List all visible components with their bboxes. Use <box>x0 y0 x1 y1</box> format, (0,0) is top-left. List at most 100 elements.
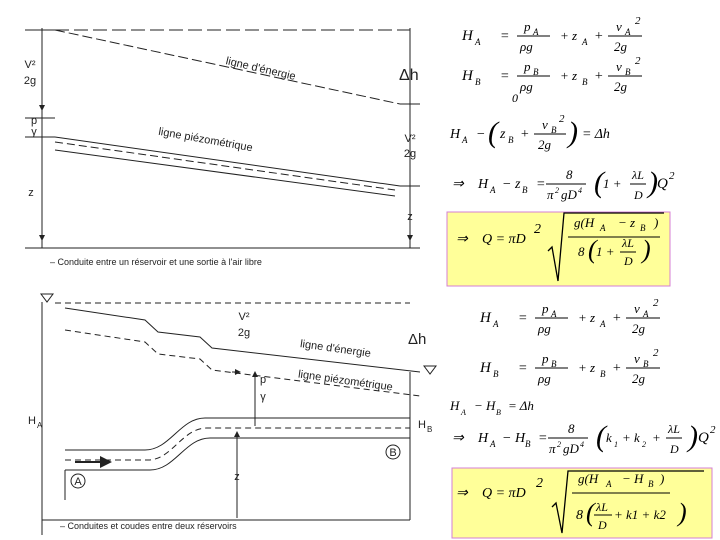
velocity-head-num: V² <box>405 133 416 145</box>
equation-term: 2 <box>635 15 641 27</box>
equation-term: D <box>597 518 607 532</box>
equation-term: = <box>518 361 527 376</box>
piezometric-line <box>54 136 401 187</box>
equation-term: B <box>551 359 557 369</box>
equation-term: ρg <box>537 321 551 336</box>
equation-term: ρg <box>519 39 533 54</box>
equation-term: B <box>508 135 514 145</box>
equation-term: ν <box>616 19 622 34</box>
equation-term: 4 <box>578 186 582 195</box>
equation-term: 2 <box>557 440 561 449</box>
equation-term: ν <box>634 351 640 366</box>
equation-term: p <box>523 19 531 34</box>
equation-term: p <box>541 351 549 366</box>
equation-term: Q = πD <box>482 232 526 247</box>
equation-term: 2 <box>710 424 716 436</box>
equation-term: λL <box>621 236 634 250</box>
equation-term: g(H <box>574 215 595 230</box>
equation-term: Q <box>698 430 709 446</box>
pipe-wall <box>54 149 396 197</box>
equation-term: g(H <box>578 471 599 486</box>
equation-term: + <box>652 430 661 445</box>
equation-term: B <box>625 67 631 77</box>
equation-term: ν <box>634 301 640 316</box>
delta-h: Δh <box>399 67 419 84</box>
equation-term: A <box>489 439 496 449</box>
energy-line <box>64 307 421 373</box>
equation-term: 8 <box>568 421 575 436</box>
equation-term: 8 <box>576 508 583 523</box>
elevation-label: z <box>234 471 240 483</box>
level-symbol <box>40 293 54 303</box>
equation-term: 2g <box>614 39 628 54</box>
equation-term: A <box>624 27 631 37</box>
velocity-head-den: 2g <box>404 148 416 160</box>
root-sign <box>551 470 704 534</box>
equation-term: + <box>612 311 621 326</box>
equation-term: H <box>461 68 474 84</box>
equation-term: + <box>520 127 529 142</box>
equation-term: 2g <box>632 371 646 386</box>
equation-term: 2g <box>538 137 552 152</box>
pressure-head-num: p <box>31 115 37 127</box>
equation-term: k <box>606 430 612 445</box>
equation-term: B <box>525 439 531 449</box>
energy-line-label: ligne d'énergie <box>225 55 297 83</box>
equation-term: 2g <box>632 321 646 336</box>
energy-line <box>54 29 401 105</box>
equation-term: 2 <box>669 170 675 182</box>
equation-term: A <box>489 185 496 195</box>
equation-term: π <box>547 187 554 202</box>
result-box <box>451 467 713 539</box>
head-b: H <box>418 419 426 431</box>
equation-term: λL <box>631 168 644 182</box>
equation-term: 8 <box>566 167 573 182</box>
equation-term: D <box>623 254 633 268</box>
velocity-head-num: V² <box>25 59 36 71</box>
equation-term: B <box>533 67 539 77</box>
equation-term: ) <box>676 498 687 527</box>
equation-term: ⇒ <box>456 486 469 501</box>
equation-term: + z <box>578 360 595 375</box>
equation-term: + k1 + k2 <box>614 507 666 522</box>
pipe-wall <box>65 417 410 451</box>
equation-term: ) <box>640 235 651 264</box>
pipe-axis <box>54 141 396 191</box>
equation-term: A <box>461 135 468 145</box>
equation-term: 2 <box>536 476 543 491</box>
equation-term: H <box>461 28 474 44</box>
equation-term: ( <box>586 498 596 527</box>
equation-term: B <box>640 223 646 233</box>
head-a: H <box>28 415 36 427</box>
equation-term: B <box>522 185 528 195</box>
node-label: B <box>389 447 396 459</box>
pipe-axis <box>65 427 410 461</box>
equation-term: z <box>499 127 506 142</box>
equation-term: gD <box>563 441 580 456</box>
equation-term: + <box>594 69 603 84</box>
velocity-head-den: 2g <box>238 327 250 339</box>
energy-line-label: ligne d'énergie <box>299 338 371 360</box>
equation-term: B <box>496 408 501 417</box>
head-b-sub: B <box>427 425 432 434</box>
equation-term: 2 <box>555 186 559 195</box>
pipe-wall <box>65 437 410 471</box>
equation-term: A <box>642 309 649 319</box>
equation-term: A <box>550 309 557 319</box>
equation-term: + z <box>578 310 595 325</box>
equation-term: H <box>449 398 460 413</box>
equation-term: ( <box>594 166 606 199</box>
equation-term: − H <box>622 471 644 486</box>
equation-term: 1 + <box>603 176 622 191</box>
equation-term: ) <box>646 166 658 199</box>
equation-term: H <box>479 360 492 376</box>
pressure-head-den: γ <box>31 126 37 138</box>
bottom-figure: A B ligne d'énergie ligne piézométrique … <box>28 293 437 535</box>
node-circle <box>385 444 401 460</box>
equation-term: 2g <box>614 79 628 94</box>
equation-term: D <box>669 442 679 456</box>
equation-term: − z <box>618 215 635 230</box>
equation-term: ) <box>566 116 578 149</box>
equation-term: p <box>541 301 549 316</box>
